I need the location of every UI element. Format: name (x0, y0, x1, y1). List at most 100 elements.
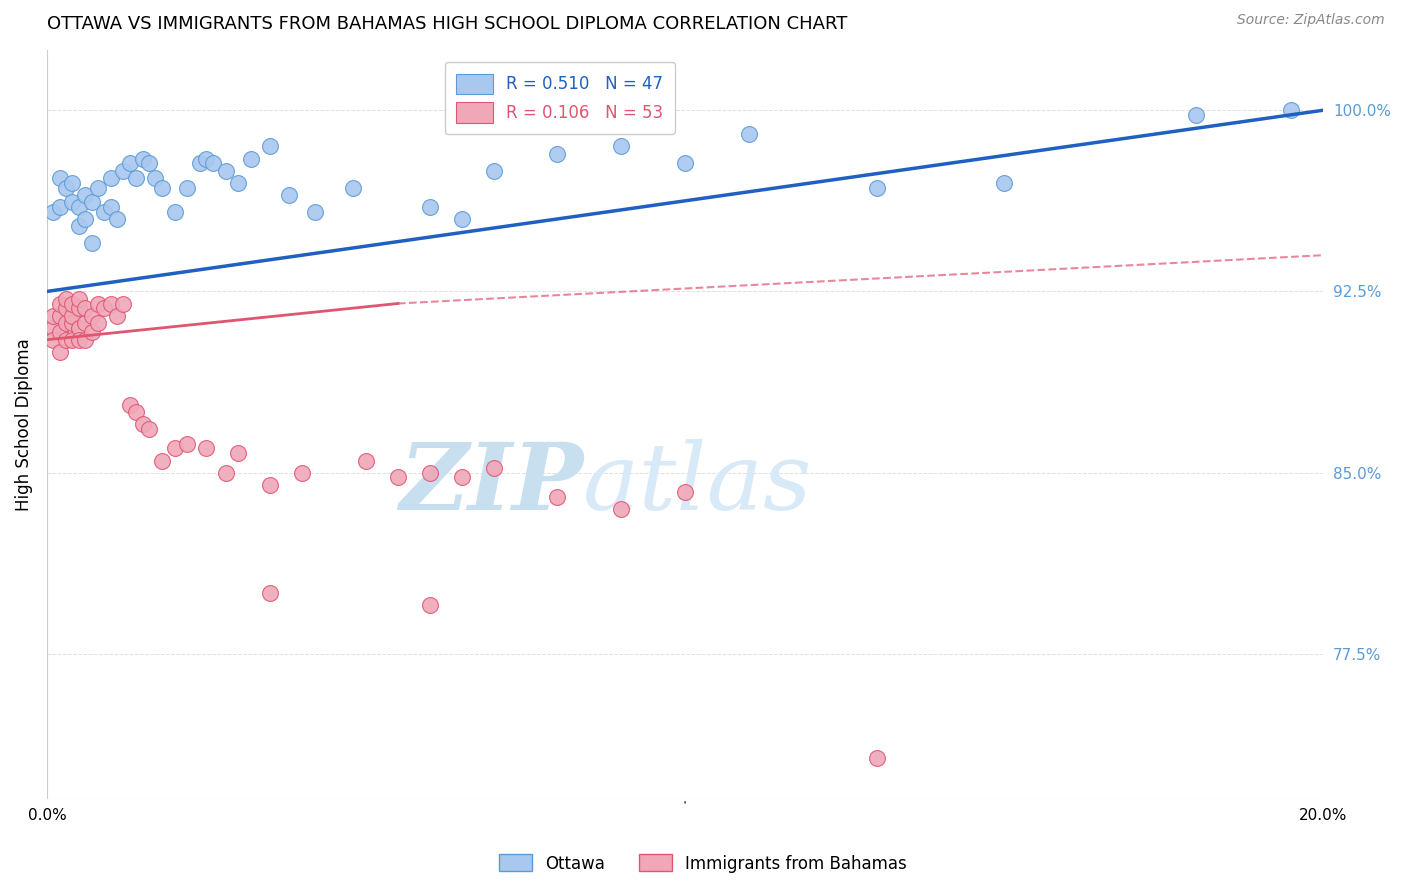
Text: OTTAWA VS IMMIGRANTS FROM BAHAMAS HIGH SCHOOL DIPLOMA CORRELATION CHART: OTTAWA VS IMMIGRANTS FROM BAHAMAS HIGH S… (46, 15, 848, 33)
Point (150, 453, 173, 467)
Point (188, 156, 211, 170)
Point (75, 333, 97, 347)
Point (62, 296, 84, 310)
Point (93, 204, 115, 219)
Y-axis label: High School Diploma: High School Diploma (15, 338, 32, 511)
Point (100, 296, 122, 310)
Point (75, 301, 97, 316)
Point (163, 442, 186, 456)
Point (131, 152, 153, 166)
Point (48, 170, 70, 185)
Point (673, 485, 696, 500)
Point (419, 466, 441, 480)
Point (55, 301, 77, 316)
Point (278, 187, 301, 202)
Point (48, 326, 70, 340)
Point (62, 316, 84, 330)
Point (87, 180, 110, 194)
Point (865, 180, 887, 194)
Point (75, 211, 97, 226)
Point (145, 170, 167, 185)
Point (48, 200, 70, 214)
Point (259, 139, 281, 153)
Point (865, 750, 887, 764)
Point (105, 309, 128, 323)
Point (482, 460, 505, 475)
Point (48, 296, 70, 310)
Point (138, 422, 160, 436)
Legend: R = 0.510   N = 47, R = 0.106   N = 53: R = 0.510 N = 47, R = 0.106 N = 53 (444, 62, 675, 134)
Point (1279, 103, 1302, 118)
Point (62, 309, 84, 323)
Point (42, 333, 65, 347)
Point (67, 301, 90, 316)
Point (214, 163, 236, 178)
Point (55, 333, 77, 347)
Point (80, 194, 103, 209)
Point (87, 296, 110, 310)
Text: Source: ZipAtlas.com: Source: ZipAtlas.com (1237, 13, 1385, 28)
Legend: Ottawa, Immigrants from Bahamas: Ottawa, Immigrants from Bahamas (492, 847, 914, 880)
Point (546, 490, 568, 504)
Point (993, 176, 1015, 190)
Point (228, 176, 250, 190)
Point (163, 204, 186, 219)
Point (42, 320, 65, 334)
Point (546, 146, 568, 161)
Point (195, 152, 218, 166)
Point (214, 466, 236, 480)
Point (62, 333, 84, 347)
Point (195, 442, 218, 456)
Point (48, 309, 70, 323)
Point (62, 176, 84, 190)
Point (354, 453, 377, 467)
Point (42, 204, 65, 219)
Point (125, 170, 148, 185)
Point (75, 187, 97, 202)
Point (419, 599, 441, 613)
Point (1184, 108, 1206, 122)
Point (62, 194, 84, 209)
Point (100, 170, 122, 185)
Point (610, 139, 633, 153)
Point (176, 180, 198, 194)
Point (42, 309, 65, 323)
Point (259, 586, 281, 600)
Point (482, 163, 505, 178)
Point (118, 156, 141, 170)
Point (201, 156, 224, 170)
Point (738, 128, 761, 142)
Point (80, 309, 103, 323)
Point (55, 180, 77, 194)
Point (105, 211, 128, 226)
Point (67, 333, 90, 347)
Point (342, 180, 364, 194)
Point (67, 219, 90, 234)
Point (304, 204, 326, 219)
Point (228, 446, 250, 460)
Point (118, 398, 141, 412)
Point (176, 436, 198, 450)
Point (125, 405, 148, 419)
Point (67, 292, 90, 306)
Point (48, 344, 70, 359)
Point (450, 470, 472, 484)
Point (419, 200, 441, 214)
Text: ZIP: ZIP (399, 439, 583, 529)
Point (55, 292, 77, 306)
Point (112, 163, 135, 178)
Point (80, 236, 103, 251)
Point (138, 156, 160, 170)
Point (131, 417, 153, 432)
Point (610, 501, 633, 516)
Point (259, 477, 281, 491)
Point (112, 296, 135, 310)
Point (673, 156, 696, 170)
Point (387, 470, 409, 484)
Point (240, 152, 263, 166)
Point (55, 316, 77, 330)
Point (100, 200, 122, 214)
Point (67, 200, 90, 214)
Point (291, 466, 314, 480)
Point (75, 316, 97, 330)
